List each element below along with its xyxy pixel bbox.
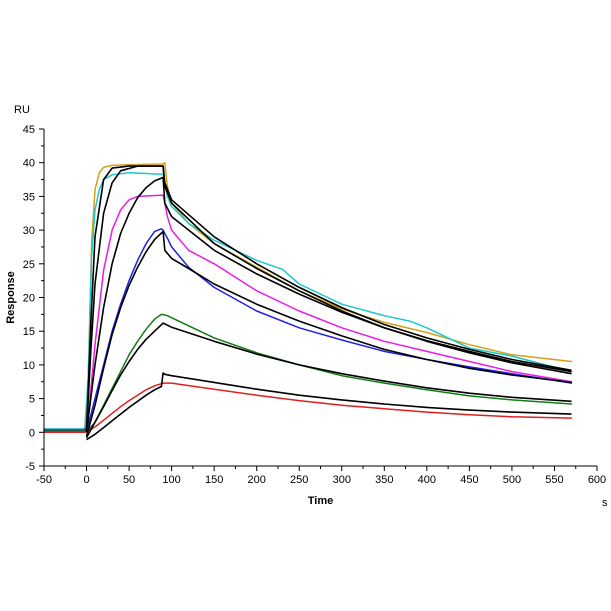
series-line-fit-1 bbox=[85, 165, 572, 433]
series-line-orange bbox=[43, 161, 573, 432]
y-tick-label: -5 bbox=[25, 461, 35, 473]
x-tick-label: 100 bbox=[162, 474, 180, 486]
y-tick-label: 20 bbox=[23, 293, 35, 305]
x-tick-label: 150 bbox=[205, 474, 223, 486]
x-tick-label: 50 bbox=[123, 474, 135, 486]
x-tick-label: 250 bbox=[290, 474, 308, 486]
x-axis-title: Time bbox=[308, 495, 333, 507]
series-line-red bbox=[43, 382, 573, 434]
x-tick-label: 450 bbox=[460, 474, 478, 486]
y-tick-label: 35 bbox=[23, 191, 35, 203]
x-unit-label: s bbox=[602, 497, 608, 509]
series-line-cyan bbox=[43, 172, 573, 430]
y-tick-label: 25 bbox=[23, 259, 35, 271]
y-tick-label: 10 bbox=[23, 360, 35, 372]
y-axis-title: Response bbox=[5, 271, 17, 324]
x-tick-label: 0 bbox=[83, 474, 89, 486]
x-tick-label: 350 bbox=[375, 474, 393, 486]
series-line-fit-2 bbox=[85, 165, 572, 433]
x-tick-label: 600 bbox=[588, 474, 606, 486]
series-line-magenta bbox=[43, 194, 573, 431]
series-line-fit-5 bbox=[85, 322, 572, 439]
series-line-fit-3 bbox=[85, 176, 572, 433]
x-tick-label: 200 bbox=[248, 474, 266, 486]
x-tick-label: 300 bbox=[333, 474, 351, 486]
y-tick-label: 15 bbox=[23, 326, 35, 338]
series-line-fit-4 bbox=[85, 230, 572, 437]
x-tick-label: -50 bbox=[36, 474, 52, 486]
series-line-fit-6 bbox=[86, 372, 572, 441]
y-tick-label: 45 bbox=[23, 124, 35, 136]
axes: -50 0 50 100 150 200 250 300 350 400 450 500 550 600-… bbox=[23, 124, 606, 486]
y-unit-label: RU bbox=[14, 104, 30, 116]
x-tick-label: 400 bbox=[418, 474, 436, 486]
x-tick-label: 550 bbox=[545, 474, 563, 486]
plot-series bbox=[43, 161, 573, 441]
series-line-blue bbox=[43, 228, 573, 432]
y-tick-label: 30 bbox=[23, 225, 35, 237]
y-tick-label: 40 bbox=[23, 158, 35, 170]
y-tick-label: 0 bbox=[29, 427, 35, 439]
y-tick-label: 5 bbox=[29, 394, 35, 406]
x-tick-label: 500 bbox=[503, 474, 521, 486]
